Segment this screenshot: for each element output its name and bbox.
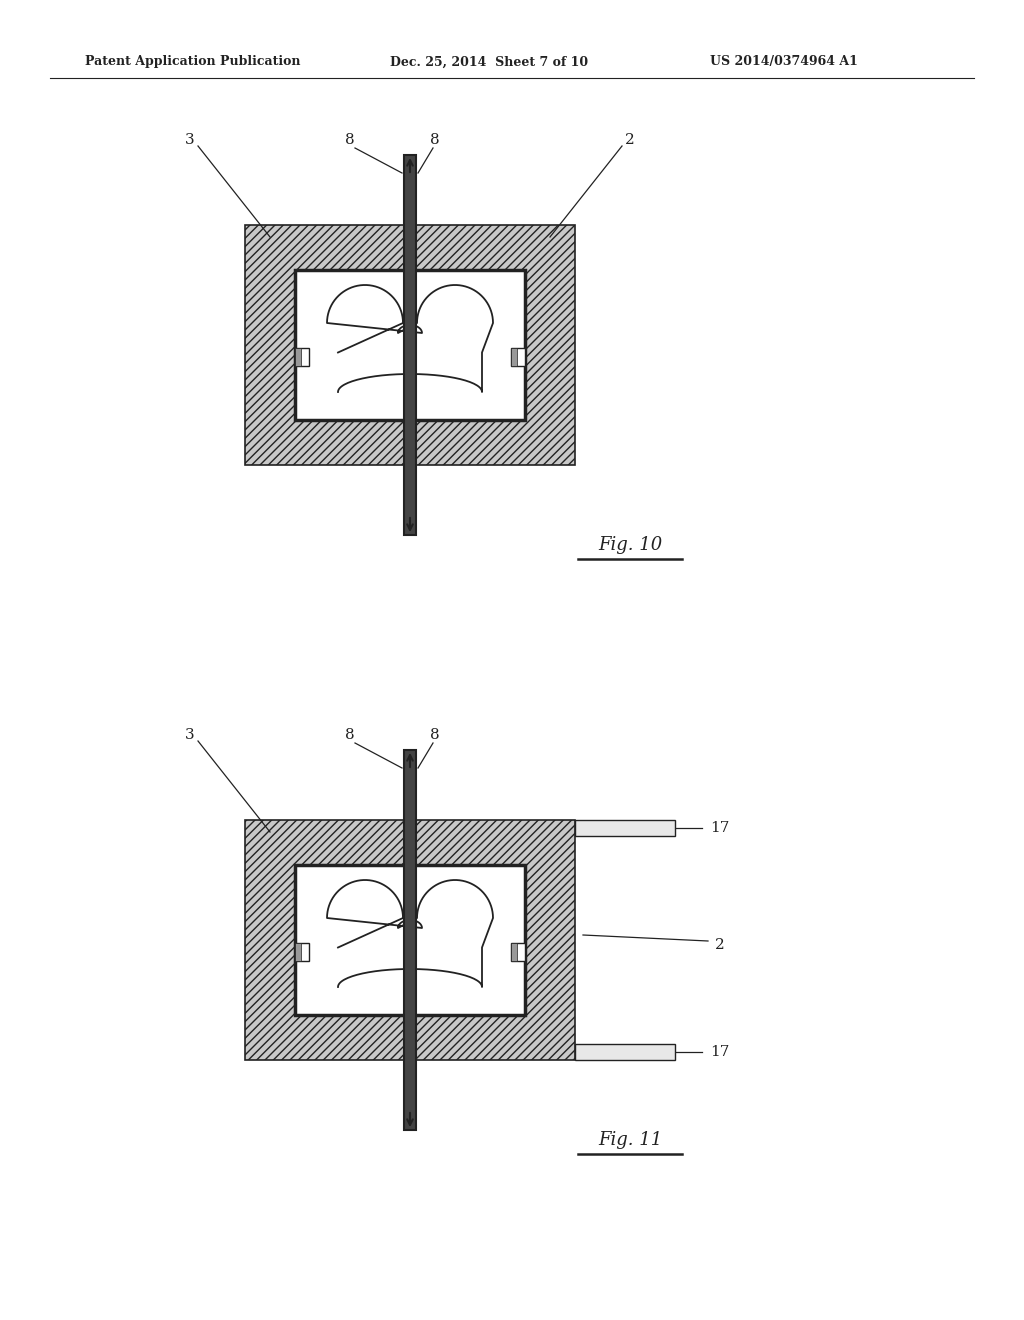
Bar — [245, 820, 575, 1060]
Text: Fig. 10: Fig. 10 — [598, 536, 663, 554]
Bar — [511, 942, 516, 961]
Bar — [511, 348, 516, 366]
Bar — [404, 750, 416, 1130]
Bar — [295, 865, 525, 1015]
Bar — [295, 271, 525, 420]
Bar — [295, 348, 301, 366]
Bar — [511, 942, 525, 961]
Text: 17: 17 — [711, 821, 730, 836]
Bar — [575, 820, 675, 836]
Bar — [295, 942, 301, 961]
Text: US 2014/0374964 A1: US 2014/0374964 A1 — [710, 55, 858, 69]
Bar — [245, 224, 575, 465]
Text: 8: 8 — [430, 133, 440, 147]
Bar — [295, 348, 309, 366]
Text: 8: 8 — [430, 729, 440, 742]
Text: Dec. 25, 2014  Sheet 7 of 10: Dec. 25, 2014 Sheet 7 of 10 — [390, 55, 588, 69]
Text: 3: 3 — [185, 729, 195, 742]
Text: 8: 8 — [345, 729, 354, 742]
Bar — [511, 348, 525, 366]
Text: 17: 17 — [711, 1045, 730, 1059]
Bar — [404, 154, 416, 535]
Text: 6: 6 — [395, 290, 404, 305]
Text: 6: 6 — [395, 886, 404, 900]
Text: Patent Application Publication: Patent Application Publication — [85, 55, 300, 69]
Text: 8: 8 — [345, 133, 354, 147]
Bar — [575, 1044, 675, 1060]
Text: 2: 2 — [715, 939, 725, 952]
Text: 2: 2 — [625, 133, 635, 147]
Text: 3: 3 — [185, 133, 195, 147]
Bar — [295, 942, 309, 961]
Text: Fig. 11: Fig. 11 — [598, 1131, 663, 1148]
